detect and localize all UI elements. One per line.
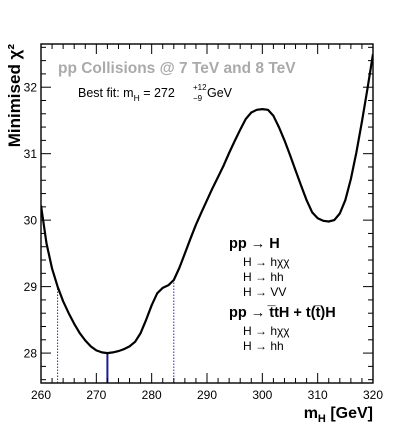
x-tick-label: 270: [86, 388, 106, 402]
y-tick-label: 30: [24, 214, 38, 228]
y-tick-label: 28: [24, 347, 38, 361]
best-fit-eq: = 272: [140, 86, 175, 100]
y-tick-label: 31: [24, 147, 38, 161]
x-tick-label: 320: [363, 388, 383, 402]
legend-item: H → hh: [243, 339, 284, 353]
x-axis-label-main: m: [304, 405, 318, 422]
tick-layer: 260 270 280 290 300 310 320 28 29 30 31 32: [24, 44, 383, 402]
best-fit-down-error: −9: [193, 94, 203, 103]
x-axis-label-unit: [GeV]: [326, 405, 373, 422]
best-fit-sub: H: [134, 93, 140, 103]
x-tick-label: 300: [252, 388, 272, 402]
best-fit-prefix: Best fit: m: [78, 86, 134, 100]
chart-title: pp Collisions @ 7 TeV and 8 TeV: [58, 60, 296, 77]
x-tick-label: 290: [197, 388, 217, 402]
legend-item: H → hh: [243, 270, 284, 284]
y-axis-label: Minimised χ²: [5, 44, 24, 148]
legend-header: pp → t̅tH + t(t̅)H: [229, 305, 336, 321]
x-tick-label: 280: [142, 388, 162, 402]
y-tick-label: 32: [24, 81, 38, 95]
x-tick-label: 310: [308, 388, 328, 402]
best-fit-label: Best fit: mH = 272: [78, 86, 175, 103]
chi2-curve: [41, 53, 373, 355]
best-fit-unit: GeV: [207, 86, 233, 100]
x-axis-label-sub: H: [318, 413, 326, 425]
x-axis-label: mH [GeV]: [304, 405, 373, 425]
legend-item: H → hχχ: [243, 255, 290, 269]
x-tick-label: 260: [31, 388, 51, 402]
y-tick-label: 29: [24, 280, 38, 294]
best-fit-up-error: +12: [193, 83, 207, 92]
legend-item: H → hχχ: [243, 324, 290, 338]
legend-header: pp → H: [229, 236, 280, 252]
legend-item: H → VV: [243, 285, 286, 299]
